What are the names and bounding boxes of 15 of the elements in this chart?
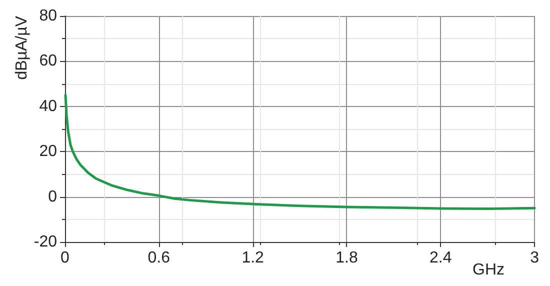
line-series bbox=[64, 94, 536, 210]
x-tick-label: 1.2 bbox=[242, 250, 264, 266]
y-tick-label: 0 bbox=[48, 188, 58, 206]
x-tick-label: 2.4 bbox=[430, 250, 452, 266]
x-axis-title: GHz bbox=[472, 262, 505, 278]
y-axis-title: dBµA/µV bbox=[14, 16, 30, 80]
y-tick-label: 60 bbox=[39, 52, 58, 70]
y-tick-label: 80 bbox=[39, 8, 58, 24]
x-tick-label: 0 bbox=[60, 250, 70, 266]
y-tick-label: 20 bbox=[39, 143, 58, 160]
y-tick-label: -20 bbox=[34, 234, 58, 250]
x-tick-label: 3 bbox=[530, 250, 540, 266]
y-tick-label: 40 bbox=[39, 98, 58, 115]
x-tick-label: 0.6 bbox=[148, 250, 170, 266]
x-tick-label: 1.8 bbox=[336, 250, 358, 266]
